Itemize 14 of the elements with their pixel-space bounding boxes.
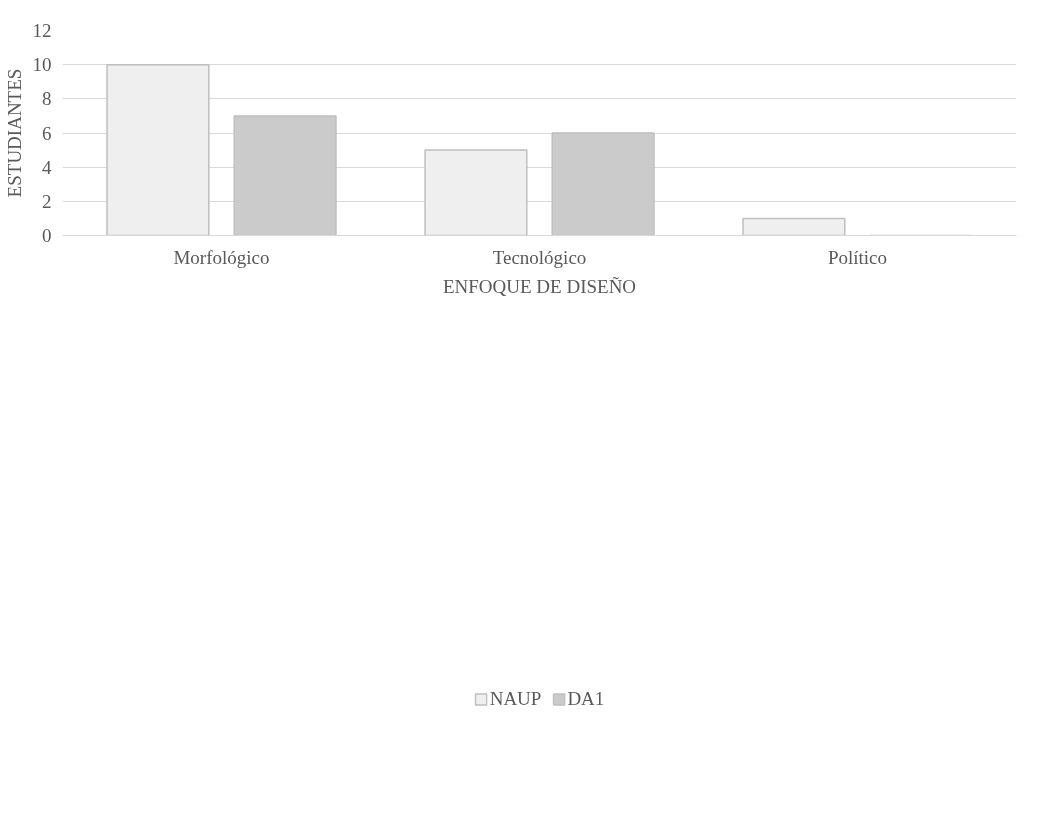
y-tick-label: 6: [42, 122, 52, 144]
legend-label: NAUP: [489, 687, 542, 710]
y-tick-label: 0: [42, 225, 52, 246]
x-tick-label: Político: [827, 246, 888, 268]
y-tick-label: 10: [32, 54, 52, 76]
y-tick-label: 8: [42, 88, 52, 110]
x-tick-label: Tecnológico: [492, 246, 587, 268]
x-axis-title: ENFOQUE DE DISEÑO: [442, 275, 637, 297]
y-tick-label: 12: [32, 20, 52, 41]
legend-label: DA1: [567, 687, 605, 710]
x-tick-label: Morfológico: [173, 246, 270, 268]
y-tick-label: 4: [42, 156, 52, 178]
y-tick-label: 2: [42, 190, 52, 212]
y-axis-title: ESTUDIANTES: [3, 68, 25, 198]
